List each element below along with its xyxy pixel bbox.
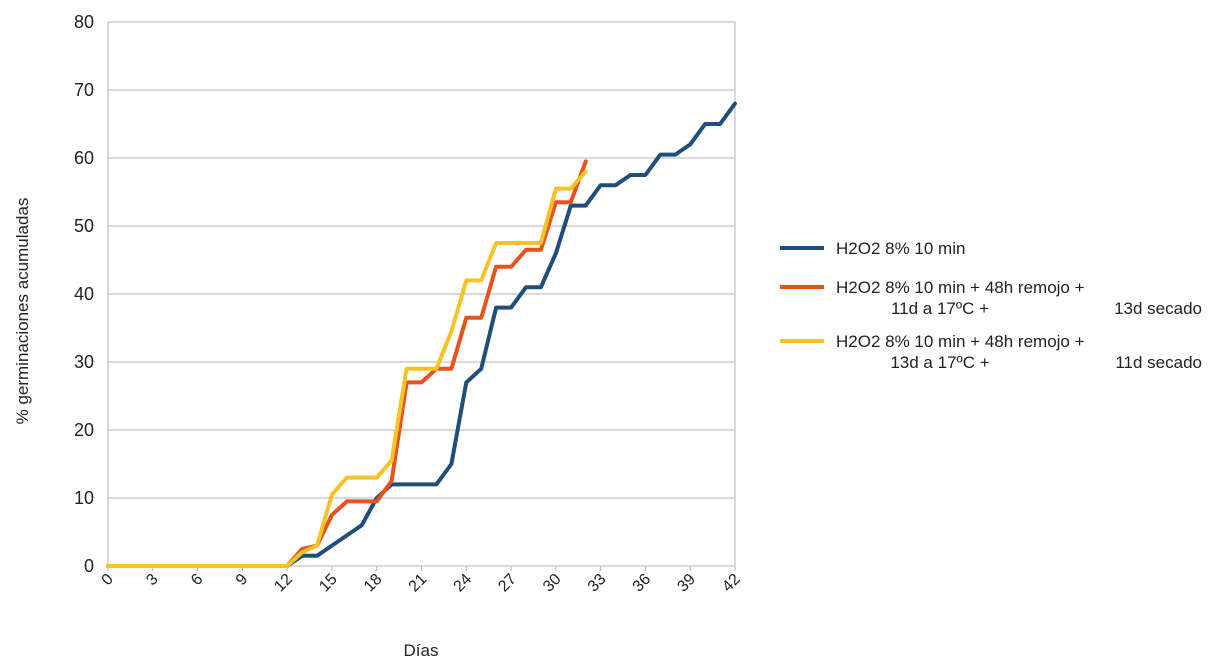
legend-label-2-line-1: H2O2 8% 10 min + 48h remojo + <box>836 278 1085 297</box>
series-lines <box>106 101 737 568</box>
gridlines <box>108 21 735 567</box>
legend: H2O2 8% 10 min H2O2 8% 10 min + 48h remoj… <box>780 239 1202 372</box>
x-tick-label: 18 <box>361 571 386 596</box>
y-tick-label: 30 <box>74 352 94 372</box>
y-tick-label: 50 <box>74 216 94 236</box>
y-tick-label: 10 <box>74 488 94 508</box>
x-tick-label: 39 <box>674 571 699 596</box>
legend-label-2-line-2: 11d a 17ºC + <box>891 299 989 318</box>
x-tick-label: 9 <box>233 571 251 589</box>
axes <box>107 22 736 571</box>
series-line-1 <box>106 101 737 568</box>
x-axis-title: Días <box>404 641 439 660</box>
legend-label-3-line-2: 13d a 17ºC + <box>890 353 989 372</box>
y-tick-label: 70 <box>74 80 94 100</box>
legend-label-1: H2O2 8% 10 min <box>836 239 965 258</box>
x-tick-label: 30 <box>540 571 565 596</box>
legend-label-3-line-3: 11d secado <box>1115 353 1202 372</box>
legend-label-2-line-3: 13d secado <box>1114 299 1202 318</box>
y-tick-label: 40 <box>74 284 94 304</box>
x-tick-label: 6 <box>188 571 206 589</box>
series-line-3 <box>106 169 588 568</box>
x-tick-label: 24 <box>451 571 476 596</box>
x-tick-label: 12 <box>271 571 296 596</box>
y-tick-label: 20 <box>74 420 94 440</box>
series-line-2 <box>106 159 588 568</box>
x-tick-label: 33 <box>585 571 610 596</box>
legend-label-3-line-1: H2O2 8% 10 min + 48h remojo + <box>836 332 1085 351</box>
x-tick-label: 15 <box>316 571 341 596</box>
y-tick-label: 0 <box>84 556 94 576</box>
x-tick-label: 42 <box>719 571 744 596</box>
y-tick-label: 60 <box>74 148 94 168</box>
x-tick-label: 0 <box>99 571 117 589</box>
y-axis-title: % germinaciones acumuladas <box>13 198 32 425</box>
y-tick-label: 80 <box>74 12 94 32</box>
x-tick-label: 21 <box>406 571 431 596</box>
x-tick-label: 36 <box>630 571 655 596</box>
x-tick-label: 3 <box>143 571 161 589</box>
x-tick-label: 27 <box>495 571 520 596</box>
